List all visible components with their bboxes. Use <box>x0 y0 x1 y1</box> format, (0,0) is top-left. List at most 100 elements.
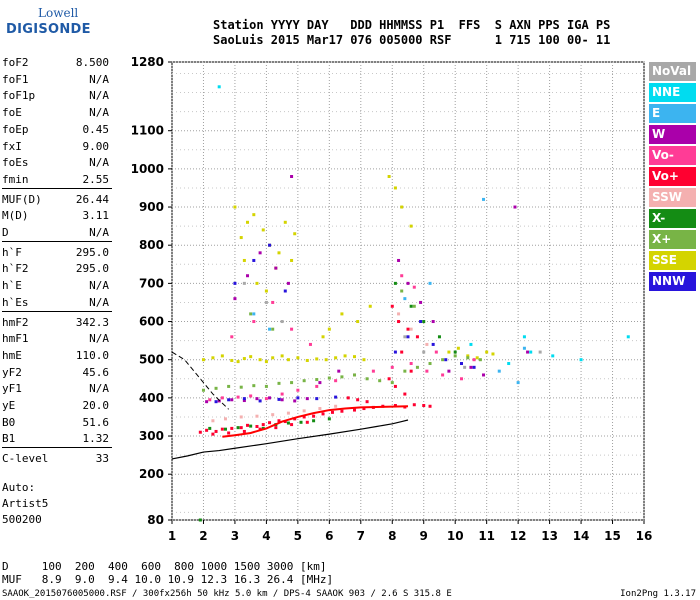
legend-item-nne: NNE <box>649 83 696 102</box>
param-key: h`E <box>2 279 22 293</box>
echo-point <box>334 379 338 383</box>
param-row: yE 20.0 <box>2 399 109 413</box>
station-header: Station YYYY DAY DDD HHMMSS P1 FFS S AXN… <box>213 18 610 48</box>
echo-point <box>497 369 501 373</box>
param-key: hmE <box>2 348 22 362</box>
param-value: N/A <box>89 156 109 170</box>
echo-point <box>308 342 312 346</box>
echo-point <box>233 205 237 209</box>
echo-point <box>252 213 256 217</box>
echo-point <box>255 424 259 428</box>
logo-line-lowell: Lowell <box>38 6 79 20</box>
echo-point <box>441 358 445 362</box>
param-value: 1.32 <box>82 432 110 446</box>
echo-point <box>390 365 394 369</box>
param-row: hmF1 N/A <box>2 332 109 346</box>
echo-point <box>208 426 212 430</box>
echo-point <box>274 266 278 270</box>
echo-point <box>529 350 533 354</box>
param-key: foF2 <box>2 56 29 69</box>
echo-point <box>217 85 221 89</box>
param-key: yE <box>2 399 16 412</box>
plot-frame <box>171 61 645 521</box>
param-row: h`Es N/A <box>2 296 109 310</box>
echo-point <box>419 300 423 304</box>
y-tick-label: 600 <box>139 315 164 329</box>
echo-point <box>286 421 290 425</box>
param-key: hmF2 <box>2 315 29 329</box>
param-key: foEs <box>2 156 29 170</box>
x-tick-label: 7 <box>357 529 365 543</box>
echo-point <box>277 251 281 255</box>
echo-point <box>397 312 401 316</box>
echo-point <box>271 300 275 304</box>
echo-point <box>264 384 268 388</box>
x-tick-label: 16 <box>636 529 653 543</box>
echo-point <box>258 399 262 403</box>
param-value: 26.44 <box>75 192 109 206</box>
param-value: N/A <box>89 332 109 346</box>
param-value: 9.00 <box>82 139 110 153</box>
param-value: 0.45 <box>82 122 110 136</box>
param-separator <box>2 240 112 242</box>
echo-point <box>353 373 357 377</box>
echo-point <box>249 312 253 316</box>
echo-point <box>252 312 256 316</box>
echo-point <box>286 358 290 362</box>
echo-point <box>220 396 224 400</box>
x-tick-label: 15 <box>604 529 621 543</box>
echo-point <box>290 381 294 385</box>
echo-point <box>337 369 341 373</box>
echo-point <box>469 342 473 346</box>
echo-point <box>485 350 489 354</box>
param-row: hmF2 342.3 <box>2 316 109 330</box>
echo-point <box>296 396 300 400</box>
echo-point <box>456 346 460 350</box>
echo-point <box>387 175 391 178</box>
echo-point <box>334 356 338 360</box>
echo-point <box>516 381 520 385</box>
param-row: fxI 9.00 <box>2 140 109 154</box>
echo-point <box>463 365 467 369</box>
echo-point <box>214 429 218 433</box>
echo-point <box>425 342 429 346</box>
param-key: foF1 <box>2 72 29 86</box>
param-key: hmF1 <box>2 332 29 346</box>
echo-point <box>315 357 319 361</box>
echo-point <box>264 300 268 304</box>
echo-point <box>425 369 429 373</box>
param-value: N/A <box>89 279 109 293</box>
echo-point <box>441 373 445 377</box>
param-value: 342.3 <box>75 315 109 329</box>
legend-item-w: W <box>649 125 696 144</box>
echo-point <box>312 414 316 418</box>
echo-point <box>258 251 262 255</box>
echo-point <box>305 397 309 401</box>
echo-point <box>271 356 275 360</box>
echo-point <box>283 289 287 293</box>
param-value: N/A <box>89 89 109 103</box>
echo-point <box>356 398 360 402</box>
echo-point <box>242 258 246 262</box>
echo-point <box>356 320 360 324</box>
param-value: 20.0 <box>82 399 110 412</box>
echo-point <box>246 423 250 427</box>
echo-point <box>371 369 375 373</box>
y-tick-label: 1280 <box>131 55 164 69</box>
echo-point <box>239 385 243 389</box>
echo-point <box>340 312 344 316</box>
echo-point <box>258 427 262 431</box>
x-tick-label: 5 <box>294 529 302 543</box>
echo-point <box>466 356 470 360</box>
echo-point <box>239 236 243 240</box>
echo-point <box>390 381 394 385</box>
echo-point <box>403 297 407 301</box>
param-row: yF1 N/A <box>2 382 109 396</box>
echo-point <box>293 232 297 236</box>
echo-point <box>249 424 253 428</box>
echo-point <box>365 377 369 381</box>
echo-point <box>422 404 426 407</box>
param-separator <box>2 310 112 312</box>
echo-point <box>290 258 294 262</box>
param-value: 295.0 <box>75 245 109 259</box>
